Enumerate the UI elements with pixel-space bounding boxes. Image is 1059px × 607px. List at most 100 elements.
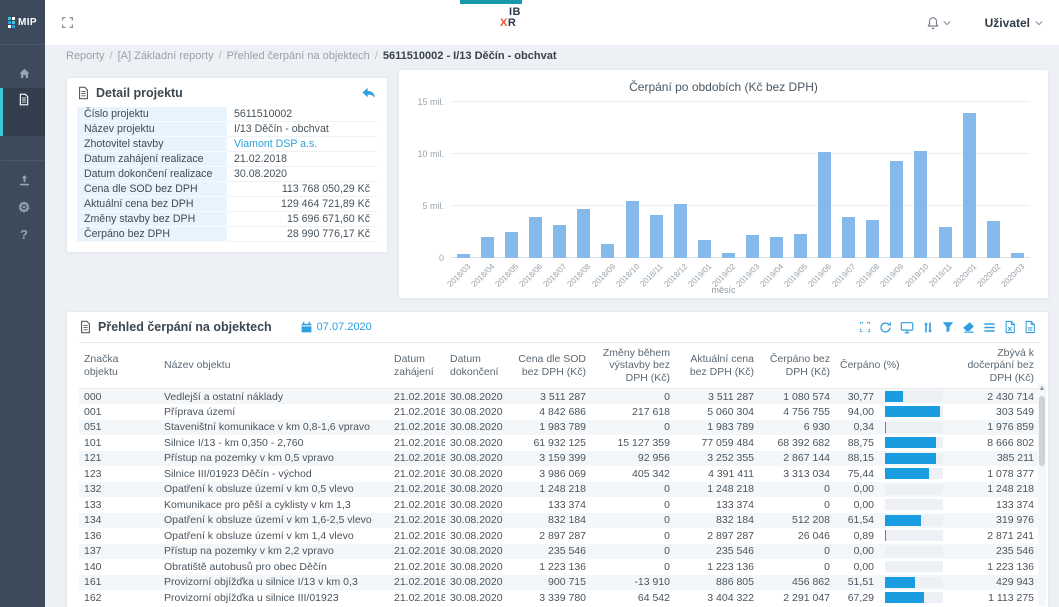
cell-sod: 3 986 069: [539, 467, 586, 480]
progress-track: [885, 437, 943, 449]
detail-row: Název projektu I/13 Děčín - obchvat: [77, 122, 377, 137]
cell-cerpano: 68 392 682: [777, 436, 830, 449]
cell-zahajeni: 21.02.2018: [394, 452, 445, 465]
chart-bar: [529, 217, 543, 258]
table-row: 101 Silnice I/13 - km 0,350 - 2,760 21.02.…: [79, 435, 1039, 451]
cell-znacka: 161: [84, 576, 102, 589]
cell-nazev: Opatření k obsluze území v km 0,5 vlevo: [164, 483, 354, 496]
cell-pct-bar: [879, 544, 945, 560]
detail-label: Zhotovitel stavby: [77, 137, 227, 152]
cell-zbyva: 2 871 241: [987, 529, 1034, 542]
column-header-nazev[interactable]: Název objektu: [159, 341, 389, 390]
detail-value-link[interactable]: Viamont DSP a.s.: [227, 137, 377, 152]
cell-cerpano: 2 291 047: [783, 591, 830, 604]
cell-cerpano: 512 208: [792, 514, 830, 527]
cell-pct-bar: [879, 389, 945, 405]
cell-aktualni: 3 404 322: [707, 591, 754, 604]
cell-zahajeni: 21.02.2018: [394, 467, 445, 480]
column-header-znacka[interactable]: Značka objektu: [79, 341, 159, 390]
user-menu[interactable]: Uživatel: [985, 16, 1043, 30]
sidebar-item-home[interactable]: [0, 61, 45, 85]
display-button[interactable]: [900, 321, 914, 334]
table-row: 137 Přístup na pozemky v km 2,2 vpravo 21.…: [79, 543, 1039, 560]
cell-dokonceni: 30.08.2020: [450, 529, 503, 542]
chart-gridline: 15 mil.: [417, 97, 1030, 107]
detail-value: 28 990 776,17 Kč: [227, 227, 377, 242]
export-pdf-button[interactable]: [1024, 320, 1036, 334]
cell-pct-bar: [879, 420, 945, 436]
columns-icon: [983, 322, 996, 333]
table-scrollbar[interactable]: ▲: [1038, 384, 1046, 606]
cell-aktualni: 133 374: [716, 498, 754, 511]
breadcrumb-item[interactable]: Přehled čerpání na objektech: [226, 50, 370, 62]
cell-cerpano: 1 080 574: [783, 390, 830, 403]
column-header-cerpano[interactable]: Čerpáno bez DPH (Kč): [759, 341, 835, 390]
breadcrumb-item[interactable]: [A] Základní reporty: [117, 50, 214, 62]
export-xls-button[interactable]: [1004, 320, 1016, 334]
cell-zmeny: -13 910: [634, 576, 670, 589]
collapse-sidebar-icon[interactable]: [61, 16, 74, 29]
columns-button[interactable]: [983, 322, 996, 333]
cell-pct-bar: [879, 590, 945, 606]
detail-label: Název projektu: [77, 122, 227, 137]
progress-track: [885, 499, 943, 511]
column-header-aktualni[interactable]: Aktuální cena bez DPH (Kč): [675, 341, 759, 390]
cell-zbyva: 1 078 377: [987, 467, 1034, 480]
cell-pct-bar: [879, 404, 945, 420]
cell-zahajeni: 21.02.2018: [394, 529, 445, 542]
objects-table: Značka objektu Název objektu Datum zahájen…: [79, 341, 1039, 606]
cell-nazev: Obratiště autobusů pro obec Děčín: [164, 560, 327, 573]
eraser-button[interactable]: [962, 321, 975, 334]
sidebar-item-settings[interactable]: ⚙: [0, 195, 45, 219]
detail-label: Cena dle SOD bez DPH: [77, 182, 227, 197]
cell-pct-bar: [879, 451, 945, 467]
detail-label: Změny stavby bez DPH: [77, 212, 227, 227]
chart-y-tick: 15 mil.: [417, 97, 444, 107]
cell-pct: 30,77: [847, 390, 874, 403]
fullscreen-button[interactable]: [859, 321, 871, 333]
cell-cerpano: 4 756 755: [783, 405, 830, 418]
chart-bar: [481, 237, 495, 258]
cell-zahajeni: 21.02.2018: [394, 576, 445, 589]
column-header-pct[interactable]: Čerpáno (%): [835, 341, 945, 390]
cell-zmeny: 0: [664, 498, 670, 511]
sort-button[interactable]: [922, 321, 934, 334]
column-header-zmeny[interactable]: Změny během výstavby bez DPH (Kč): [591, 341, 675, 390]
chart-bar: [962, 113, 976, 258]
cell-zmeny: 64 542: [637, 591, 670, 604]
sidebar-item-help[interactable]: ?: [0, 222, 45, 246]
sidebar: MIP ⚙?: [0, 0, 45, 607]
cell-znacka: 133: [84, 498, 102, 511]
column-header-zahajeni[interactable]: Datum zahájení: [389, 341, 445, 390]
detail-label: Datum dokončení realizace: [77, 167, 227, 182]
table-row: 161 Provizorní objížďka u silnice I/13 v …: [79, 574, 1039, 591]
upload-icon: [18, 174, 31, 187]
sidebar-item-upload[interactable]: [0, 160, 45, 192]
back-arrow-icon[interactable]: [361, 87, 377, 100]
column-header-dokonceni[interactable]: Datum dokončení: [445, 341, 503, 390]
cell-pct-bar: [879, 513, 945, 529]
breadcrumb-separator: /: [374, 50, 378, 62]
chart-bar: [505, 232, 519, 258]
cell-dokonceni: 30.08.2020: [450, 591, 503, 604]
cell-zahajeni: 21.02.2018: [394, 483, 445, 496]
cell-dokonceni: 30.08.2020: [450, 390, 503, 403]
cell-dokonceni: 30.08.2020: [450, 498, 503, 511]
notifications-button[interactable]: [926, 16, 951, 30]
cell-pct: 0,00: [853, 545, 874, 558]
sidebar-item-reports[interactable]: [0, 88, 45, 136]
column-header-sod[interactable]: Cena dle SOD bez DPH (Kč): [503, 341, 591, 390]
column-header-zbyva[interactable]: Zbývá k dočerpání bez DPH (Kč): [945, 341, 1039, 390]
fullscreen-icon: [859, 321, 871, 333]
filter-button[interactable]: [942, 321, 954, 333]
report-date-picker[interactable]: 07.07.2020: [300, 321, 372, 334]
cell-dokonceni: 30.08.2020: [450, 421, 503, 434]
cell-znacka: 140: [84, 560, 102, 573]
cell-sod: 2 897 287: [539, 529, 586, 542]
cell-pct: 67,29: [847, 591, 874, 604]
detail-value: 21.02.2018: [227, 152, 377, 167]
cell-znacka: 051: [84, 421, 102, 434]
refresh-button[interactable]: [879, 321, 892, 334]
breadcrumb-item[interactable]: Reporty: [66, 50, 105, 62]
cell-dokonceni: 30.08.2020: [450, 545, 503, 558]
